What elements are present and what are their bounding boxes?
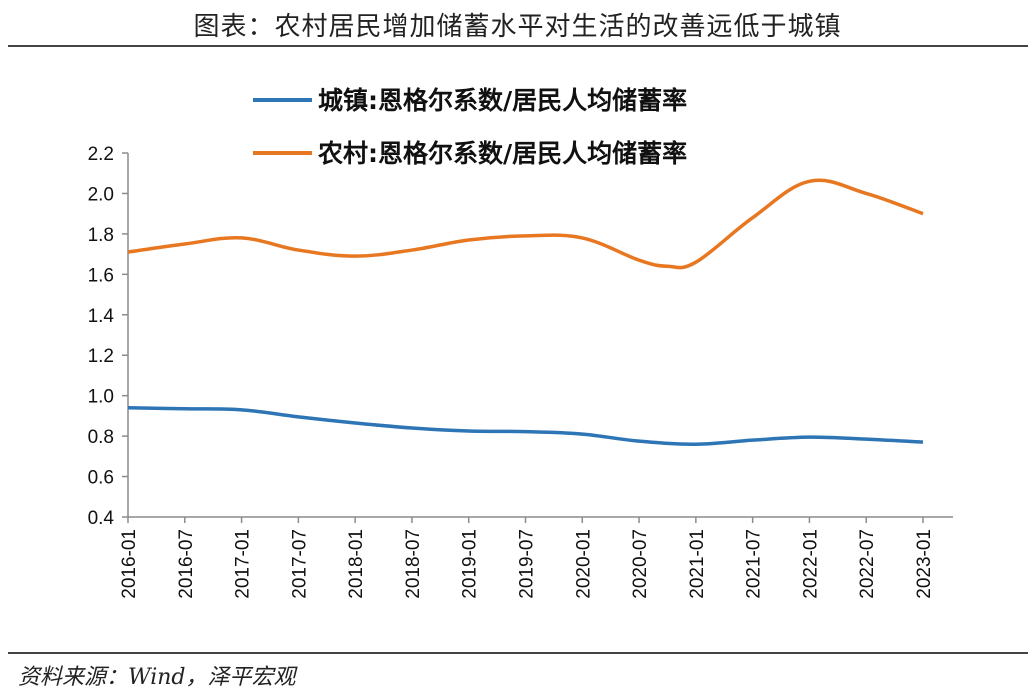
x-tick-label: 2023-01 bbox=[914, 529, 935, 599]
chart-lines bbox=[127, 178, 924, 446]
y-tick-label: 1.0 bbox=[88, 387, 114, 408]
chart-axes: 0.4 0.6 0.8 1.0 1.2 1.4 1.6 1.8 2.0 2.2 2016-01 201… bbox=[88, 144, 953, 599]
x-tick-label: 2019-01 bbox=[460, 529, 481, 599]
legend-label-0: 城镇:恩格尔系数/居民人均储蓄率 bbox=[318, 86, 687, 115]
x-tick-label: 2016-01 bbox=[119, 529, 140, 599]
y-tick-label: 0.8 bbox=[88, 427, 114, 448]
y-tick-label: 1.4 bbox=[88, 306, 115, 327]
x-tick-label: 2018-07 bbox=[403, 529, 424, 599]
y-tick-label: 0.4 bbox=[88, 508, 115, 529]
y-tick-label: 2.0 bbox=[88, 184, 114, 205]
source-note: 资料来源：Wind，泽平宏观 bbox=[18, 665, 296, 690]
x-tick-label: 2022-07 bbox=[857, 529, 878, 599]
x-tick-label: 2021-07 bbox=[744, 529, 765, 599]
y-tick-label: 2.2 bbox=[88, 144, 114, 165]
bottom-divider bbox=[8, 652, 1028, 654]
chart-title: 图表：农村居民增加储蓄水平对生活的改善远低于城镇 bbox=[193, 12, 842, 42]
x-tick-label: 2017-01 bbox=[233, 529, 254, 599]
x-tick-label: 2020-01 bbox=[573, 529, 594, 599]
x-tick-label: 2016-07 bbox=[176, 529, 197, 599]
x-tick-label: 2017-07 bbox=[289, 529, 310, 599]
y-tick-label: 1.8 bbox=[88, 225, 114, 246]
y-tick-label: 0.6 bbox=[88, 468, 114, 489]
x-tick-label: 2022-01 bbox=[800, 529, 821, 599]
top-divider bbox=[8, 45, 1028, 47]
x-tick-label: 2020-07 bbox=[630, 529, 651, 599]
x-tick-label: 2019-07 bbox=[517, 529, 538, 599]
x-tick-label: 2021-01 bbox=[687, 529, 708, 599]
legend-label-1: 农村:恩格尔系数/居民人均储蓄率 bbox=[317, 139, 687, 168]
y-tick-label: 1.2 bbox=[88, 346, 114, 367]
series-line-0 bbox=[127, 406, 924, 446]
x-tick-label: 2018-01 bbox=[346, 529, 367, 599]
series-line-1 bbox=[127, 178, 924, 270]
y-tick-label: 1.6 bbox=[88, 265, 114, 286]
